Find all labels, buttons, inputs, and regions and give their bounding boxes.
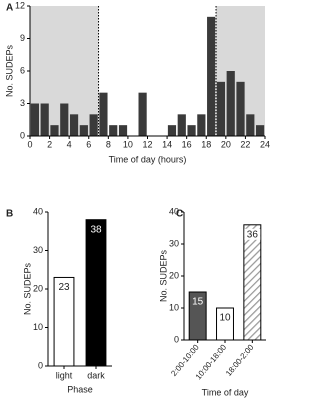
y-axis-label: No. SUDEPs — [22, 262, 32, 315]
x-tick-label: 12 — [142, 139, 152, 149]
label-bg — [244, 228, 261, 240]
y-tick-label: 0 — [174, 334, 179, 344]
x-tick-label: 2 — [47, 139, 52, 149]
x-axis-label: Time of day — [202, 387, 249, 397]
bar — [79, 125, 88, 136]
y-tick-label: 12 — [15, 0, 25, 10]
y-tick-label: 9 — [20, 33, 25, 43]
bar — [85, 219, 107, 367]
x-tick-label: 8 — [106, 139, 111, 149]
bar — [167, 125, 177, 136]
value-label: 10 — [219, 313, 231, 324]
value-label: 36 — [247, 229, 259, 240]
x-tick-label: 14 — [162, 139, 172, 149]
bar — [207, 16, 216, 136]
bar — [243, 224, 262, 341]
bar — [256, 125, 265, 136]
y-tick-label: 20 — [169, 270, 179, 280]
bar — [40, 103, 49, 136]
bar — [118, 125, 128, 136]
panel-label: B — [6, 209, 13, 220]
y-tick-label: 0 — [38, 360, 43, 370]
bar — [226, 71, 235, 136]
x-tick-label: 0 — [27, 139, 32, 149]
bar — [197, 114, 206, 136]
bar — [30, 103, 39, 136]
y-tick-label: 6 — [20, 65, 25, 75]
x-axis-label: Time of day (hours) — [109, 154, 187, 164]
bar — [246, 114, 255, 136]
bar — [138, 92, 147, 136]
value-label: 15 — [192, 297, 204, 308]
x-tick-label: 20 — [221, 139, 231, 149]
y-tick-label: 40 — [33, 206, 43, 216]
bar — [236, 81, 245, 136]
x-tick-label: 22 — [240, 139, 250, 149]
y-tick-label: 20 — [33, 283, 43, 293]
value-label: 23 — [58, 282, 70, 293]
y-tick-label: 10 — [169, 302, 179, 312]
bar — [109, 125, 118, 136]
bar — [99, 92, 108, 136]
y-tick-label: 3 — [20, 98, 25, 108]
x-tick-label: 16 — [182, 139, 192, 149]
x-tick-label: 18:00-2:00 — [224, 342, 256, 378]
y-tick-label: 10 — [33, 322, 43, 332]
x-axis-label: Phase — [67, 384, 93, 394]
y-axis-label: No. SUDEPs — [158, 249, 168, 302]
x-tick-label: 6 — [86, 139, 91, 149]
x-tick-label: 10 — [123, 139, 133, 149]
x-tick-label: 4 — [67, 139, 72, 149]
panel-label: A — [6, 3, 13, 14]
bar — [216, 81, 226, 136]
y-tick-label: 0 — [20, 130, 25, 140]
bar — [50, 125, 59, 136]
bar — [89, 114, 98, 136]
value-label: 38 — [90, 224, 102, 235]
x-tick-label: dark — [87, 370, 105, 380]
x-tick-label: 18 — [201, 139, 211, 149]
bar — [177, 114, 186, 136]
panel-label: C — [176, 209, 183, 220]
bar — [187, 125, 196, 136]
bar — [69, 114, 79, 136]
y-tick-label: 40 — [169, 206, 179, 216]
y-axis-label: No. SUDEPs — [4, 44, 14, 97]
y-tick-label: 30 — [33, 245, 43, 255]
x-tick-label: 24 — [260, 139, 270, 149]
x-tick-label: light — [56, 370, 73, 380]
y-tick-label: 30 — [169, 238, 179, 248]
bar — [60, 103, 69, 136]
